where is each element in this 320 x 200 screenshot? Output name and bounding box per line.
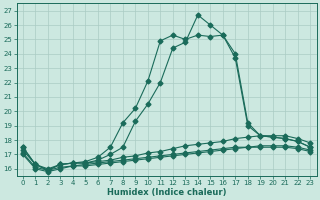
X-axis label: Humidex (Indice chaleur): Humidex (Indice chaleur) (107, 188, 226, 197)
